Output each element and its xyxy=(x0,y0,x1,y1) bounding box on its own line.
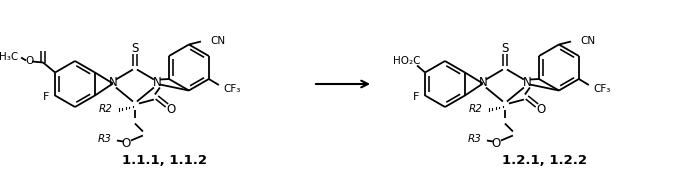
Text: N: N xyxy=(523,76,531,89)
Text: N: N xyxy=(479,76,487,89)
Text: F: F xyxy=(43,92,49,101)
Text: R3: R3 xyxy=(98,133,112,143)
Text: CF₃: CF₃ xyxy=(594,84,611,94)
Text: CN: CN xyxy=(580,36,595,46)
Text: HO₂C: HO₂C xyxy=(393,56,421,66)
Text: CN: CN xyxy=(210,36,225,46)
Text: S: S xyxy=(131,42,139,55)
Text: S: S xyxy=(501,42,509,55)
Text: N: N xyxy=(109,76,117,89)
Text: 1.2.1, 1.2.2: 1.2.1, 1.2.2 xyxy=(503,153,588,166)
Text: R3: R3 xyxy=(468,133,482,143)
Text: R2: R2 xyxy=(99,105,113,115)
Text: O: O xyxy=(25,56,33,66)
Text: O: O xyxy=(167,103,176,116)
Text: H₃C: H₃C xyxy=(0,51,19,62)
Text: 1.1.1, 1.1.2: 1.1.1, 1.1.2 xyxy=(123,153,208,166)
Text: R2: R2 xyxy=(469,105,483,115)
Text: O: O xyxy=(536,103,546,116)
Text: O: O xyxy=(121,137,130,150)
Text: N: N xyxy=(153,76,161,89)
Text: CF₃: CF₃ xyxy=(224,84,241,94)
Text: O: O xyxy=(491,137,500,150)
Text: F: F xyxy=(413,92,420,101)
